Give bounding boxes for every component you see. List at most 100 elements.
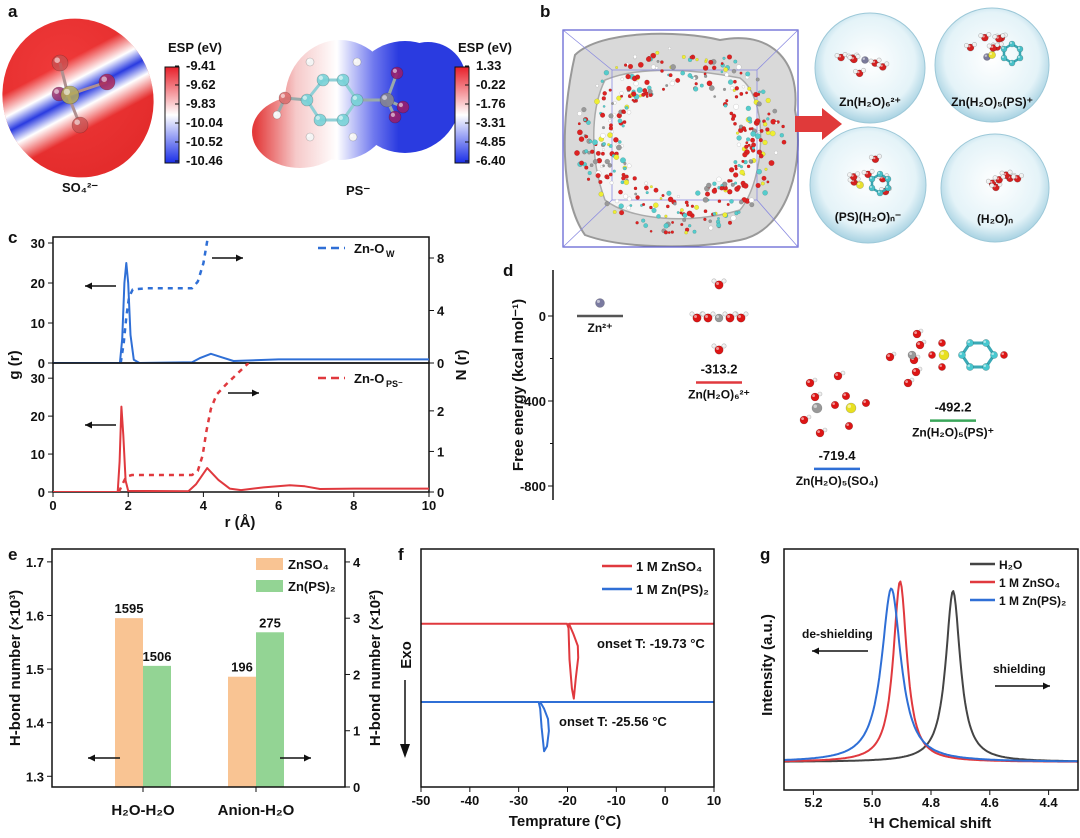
- atom-highlight: [856, 172, 858, 174]
- oxygen-atom: [1000, 351, 1008, 359]
- atom-highlight: [887, 354, 890, 357]
- atom-dot: [664, 214, 668, 218]
- atom-dot: [753, 91, 759, 98]
- x-tick-label: 6: [275, 498, 282, 513]
- carbon-atom: [1000, 45, 1008, 53]
- atom-dot: [668, 46, 672, 50]
- atom-highlight: [877, 190, 880, 193]
- atom-dot: [665, 84, 669, 87]
- atom-dot: [660, 69, 664, 73]
- right-axis-arrow-head: [236, 254, 243, 262]
- atom-dot: [675, 77, 681, 83]
- atom-dot: [598, 191, 604, 197]
- atom-highlight: [74, 119, 80, 125]
- sulfur-atom: [845, 402, 857, 414]
- atom-dot: [676, 195, 680, 198]
- x-axis-label: r (Å): [225, 514, 256, 531]
- ps-colorbar-tick-label: 1.33: [476, 58, 501, 73]
- atom-dot: [729, 111, 734, 116]
- oxygen-atom: [938, 363, 946, 371]
- series-group: [53, 363, 429, 492]
- atom-dot: [586, 120, 591, 125]
- atom-dot: [670, 64, 676, 70]
- zinc-atom: [811, 402, 823, 414]
- carbon-atom: [884, 175, 892, 183]
- panel-label-a: a: [8, 2, 18, 21]
- solvation-cluster-2: (PS)(H₂O)ₙ⁻: [809, 126, 927, 244]
- atom-dot: [595, 150, 601, 156]
- atom-highlight: [885, 176, 888, 179]
- atom-dot: [703, 74, 708, 78]
- atom-dot: [765, 97, 771, 104]
- atom-highlight: [983, 340, 986, 343]
- hydrogen-atom: [876, 57, 882, 63]
- atom-dot: [758, 138, 763, 143]
- atom-highlight: [987, 44, 990, 46]
- atom-dot: [626, 163, 632, 169]
- atom-dot: [661, 87, 666, 91]
- atom-highlight: [862, 170, 865, 173]
- atom-dot: [682, 218, 687, 222]
- legend-label: 1 M ZnSO₄: [999, 576, 1060, 590]
- carbon-atom: [336, 73, 350, 87]
- atom-dot: [750, 131, 757, 137]
- atom-dot: [717, 217, 720, 220]
- zinc-atom: [714, 313, 724, 323]
- cluster-label: (H₂O)ₙ: [977, 212, 1013, 226]
- atom-dot: [588, 139, 593, 144]
- y-tick-label: 1.4: [26, 716, 45, 731]
- bar: [115, 618, 143, 787]
- atom-highlight: [869, 185, 872, 188]
- y2-tick-label: 0: [353, 780, 360, 795]
- atom-dot: [713, 95, 717, 98]
- atom-highlight: [1001, 46, 1004, 49]
- atom-dot: [774, 121, 778, 125]
- so4-colorbar-tick-label: -10.46: [186, 153, 223, 168]
- oxygen-atom: [810, 392, 820, 402]
- atom-highlight: [863, 400, 866, 404]
- y-tick-label: 10: [31, 447, 45, 462]
- atom-dot: [722, 212, 728, 218]
- y2-axis-label: H-bond number (×10²): [367, 590, 384, 746]
- atom-dot: [673, 201, 677, 206]
- energy-level-label: Zn(H₂O)₅(SO₄): [796, 474, 879, 488]
- carbon-atom: [876, 170, 884, 178]
- x-tick-label: 4.4: [1040, 795, 1059, 810]
- x-axis-label: Temprature (°C): [509, 813, 621, 830]
- atom-dot: [730, 86, 734, 91]
- atom-dot: [734, 181, 738, 185]
- atom-dot: [637, 61, 644, 68]
- atom-dot: [608, 126, 614, 131]
- atom-dot: [626, 110, 632, 115]
- ps-colorbar-tick-label: -4.85: [476, 134, 506, 149]
- atom-highlight: [318, 75, 323, 80]
- g-r-line: [53, 405, 429, 492]
- atom-dot: [750, 127, 754, 130]
- y2-tick-label: 4: [353, 555, 361, 570]
- atom-highlight: [964, 43, 967, 46]
- atom-highlight: [885, 185, 888, 188]
- atom-dot: [692, 229, 697, 234]
- atom-dot: [729, 199, 734, 204]
- x-tick-label: 10: [422, 498, 436, 513]
- atom-dot: [653, 202, 659, 208]
- atom-dot: [600, 133, 606, 139]
- atom-highlight: [54, 57, 60, 63]
- atom-dot: [653, 187, 659, 193]
- atom-dot: [670, 230, 674, 234]
- atom-dot: [736, 142, 741, 147]
- zinc-atom: [907, 350, 917, 360]
- atom-dot: [751, 146, 755, 150]
- atom-highlight: [877, 58, 880, 61]
- atom-dot: [631, 98, 635, 102]
- atom-highlight: [823, 428, 825, 430]
- hydrogen-atom: [992, 175, 998, 181]
- atom-highlight: [856, 54, 858, 57]
- atom-dot: [629, 204, 633, 207]
- atom-dot: [747, 86, 752, 91]
- atom-dot: [649, 185, 653, 189]
- atom-dot: [619, 210, 625, 216]
- atom-highlight: [870, 169, 873, 172]
- legend-swatch: [256, 580, 283, 592]
- atom-highlight: [843, 53, 846, 55]
